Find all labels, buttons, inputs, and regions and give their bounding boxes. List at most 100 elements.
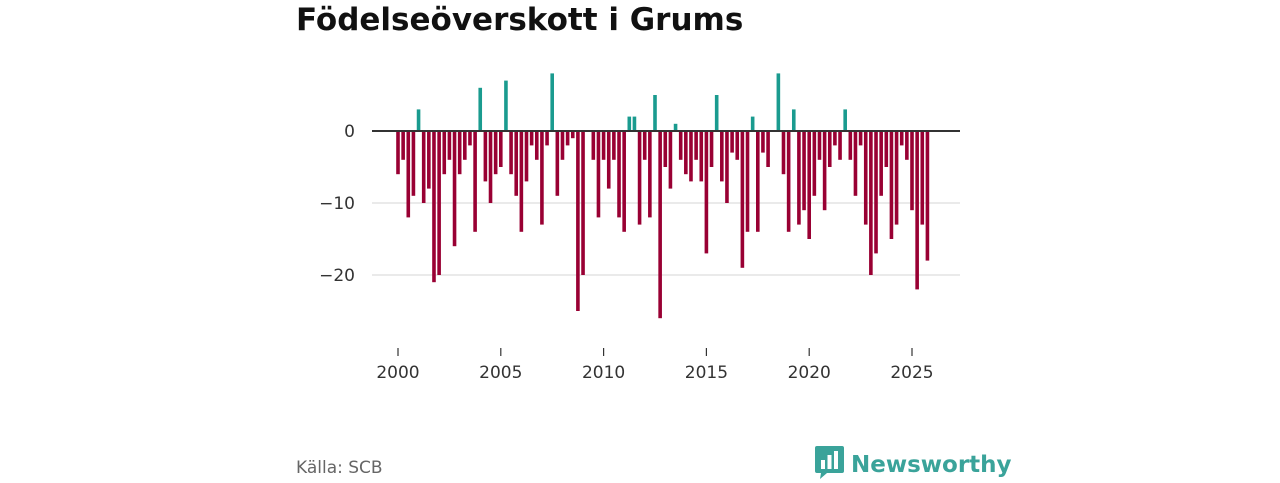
bar (463, 131, 467, 160)
bar (447, 131, 452, 160)
brand-logo[interactable]: Newsworthy (815, 446, 1012, 483)
bar (894, 131, 899, 225)
bar (786, 131, 791, 232)
bar (509, 131, 513, 175)
brand-name: Newsworthy (851, 451, 1012, 478)
bar (807, 131, 811, 239)
bar (648, 131, 652, 218)
bar (601, 131, 606, 160)
bar (591, 131, 596, 160)
bar (915, 131, 919, 290)
x-tick-label: 2025 (890, 363, 933, 383)
bar (483, 131, 488, 182)
bar (396, 131, 400, 175)
bar (478, 87, 483, 131)
bar (689, 131, 693, 182)
x-tick-label: 2020 (788, 363, 831, 383)
bar (473, 131, 477, 232)
x-tick-label: 2010 (582, 363, 625, 383)
bar (668, 131, 673, 189)
bar (427, 131, 431, 189)
x-tick-label: 2015 (685, 363, 728, 383)
bar (550, 73, 554, 131)
bar (714, 95, 719, 131)
bar (545, 131, 549, 146)
bar (879, 131, 883, 196)
bar (540, 131, 544, 225)
x-tick-label: 2005 (479, 363, 522, 383)
bar (411, 131, 416, 196)
bar (421, 131, 426, 203)
bar (776, 73, 781, 131)
bar (797, 131, 801, 225)
bar (848, 131, 853, 160)
bar (812, 131, 817, 196)
bar (756, 131, 760, 232)
bar (694, 131, 698, 160)
bar (524, 131, 529, 182)
bar (606, 131, 611, 189)
bar (684, 131, 688, 175)
y-tick-label: −10 (319, 194, 355, 214)
bar (406, 131, 411, 218)
bar (653, 95, 657, 131)
bar (817, 131, 822, 160)
bar (673, 123, 678, 131)
chart-title: Födelseöverskott i Grums (296, 2, 744, 38)
bar (863, 131, 868, 225)
bar (838, 131, 842, 160)
bar (555, 131, 560, 196)
bar (642, 131, 647, 160)
bar-chart-speech-bubble-icon (815, 446, 844, 483)
bar (725, 131, 729, 203)
bar (730, 131, 734, 153)
x-tick-label: 2000 (376, 363, 419, 383)
bar (781, 131, 786, 175)
bar (632, 116, 637, 131)
bar (709, 131, 714, 167)
bar (519, 131, 524, 232)
bar (750, 116, 755, 131)
bar (740, 131, 745, 268)
bar (925, 131, 930, 261)
bar (704, 131, 709, 254)
bar (565, 131, 570, 146)
source-note: Källa: SCB (296, 458, 383, 478)
bar (761, 131, 765, 153)
bar (802, 131, 806, 211)
bar (843, 109, 847, 131)
bar (869, 131, 873, 275)
bar (720, 131, 724, 182)
bar (596, 131, 601, 218)
bar (637, 131, 642, 225)
bar (699, 131, 704, 182)
bar (452, 131, 457, 247)
bar (905, 131, 909, 160)
bar (858, 131, 863, 146)
y-tick-label: 0 (344, 122, 355, 142)
bar (658, 131, 662, 319)
bar (499, 131, 503, 167)
bar (822, 131, 827, 211)
bar (416, 109, 421, 131)
bar (766, 131, 770, 167)
bar (735, 131, 740, 160)
bar (920, 131, 925, 225)
bar (488, 131, 493, 203)
bar (853, 131, 858, 196)
bar (678, 131, 683, 160)
bar (884, 131, 889, 167)
bar (745, 131, 750, 232)
bar (468, 131, 472, 146)
bar (899, 131, 904, 146)
bar (791, 109, 796, 131)
bar (534, 131, 539, 160)
bar (627, 116, 632, 131)
bar (493, 131, 498, 175)
bar (833, 131, 837, 146)
bar (401, 131, 405, 160)
bar (889, 131, 894, 239)
bar (663, 131, 668, 167)
bar (622, 131, 626, 232)
